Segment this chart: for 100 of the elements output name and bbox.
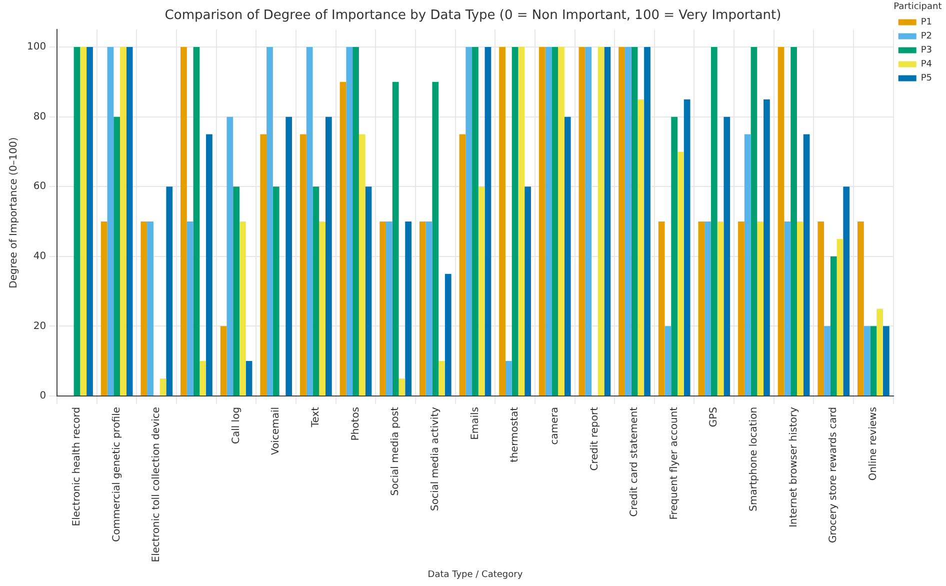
- bar: [858, 222, 864, 396]
- bar: [100, 222, 108, 396]
- bar: [160, 378, 166, 396]
- bar: [818, 222, 824, 396]
- bar: [365, 186, 372, 396]
- legend-title: Participant: [894, 2, 942, 12]
- bar: [671, 116, 678, 396]
- bar: [319, 222, 326, 396]
- bar: [472, 47, 478, 396]
- bar: [272, 186, 280, 396]
- bar: [710, 47, 718, 396]
- bar: [598, 47, 604, 396]
- bar: [552, 47, 558, 396]
- bar: [664, 326, 672, 396]
- bar: [843, 186, 850, 396]
- bar: [306, 47, 313, 396]
- bar: [558, 47, 564, 396]
- x-tick-label: Social media activity: [430, 406, 441, 511]
- bar: [114, 116, 120, 396]
- bar: [658, 222, 665, 396]
- bar: [166, 186, 173, 396]
- bar: [380, 222, 386, 396]
- bar: [193, 47, 200, 396]
- bar: [419, 222, 426, 396]
- x-tick-label: Call log: [230, 406, 242, 444]
- legend-label: P5: [920, 74, 932, 84]
- legend-label: P2: [920, 32, 932, 42]
- bar: [126, 47, 133, 396]
- bar: [352, 47, 359, 396]
- bar: [226, 116, 234, 396]
- bar: [512, 47, 518, 396]
- bar: [638, 99, 644, 396]
- bar: [398, 378, 406, 396]
- chart-title: Comparison of Degree of Importance by Data Type (0 = Non Important, 100 = Very Important): [164, 8, 782, 24]
- bar: [870, 326, 877, 396]
- bar: [538, 47, 546, 396]
- x-tick-label: Frequent flyer account: [668, 406, 680, 520]
- bar: [466, 47, 472, 396]
- bar: [604, 47, 611, 396]
- bar: [724, 116, 730, 396]
- bar: [80, 47, 87, 396]
- bar: [233, 186, 240, 396]
- bar: [206, 134, 212, 396]
- bar: [459, 134, 466, 396]
- y-axis-title: Degree of Importance (0–100): [8, 137, 20, 288]
- legend-label: P3: [920, 46, 932, 56]
- bar: [340, 82, 346, 396]
- bar: [790, 47, 797, 396]
- bar: [300, 134, 306, 396]
- bar: [140, 222, 148, 396]
- bar: [882, 326, 890, 396]
- y-tick-label: 80: [33, 111, 46, 122]
- bar: [717, 222, 724, 396]
- legend-label: P1: [920, 18, 932, 28]
- x-tick-label: Electronic toll collection device: [151, 406, 162, 562]
- bar: [405, 222, 412, 396]
- x-tick-label: Social media post: [390, 406, 402, 496]
- bar: [744, 134, 751, 396]
- x-tick-label: thermostat: [510, 406, 521, 462]
- bar: [286, 116, 292, 396]
- bar: [186, 222, 194, 396]
- x-tick-label: Smartphone location: [748, 406, 760, 512]
- x-axis-title: Data Type / Category: [428, 570, 524, 580]
- bar: [644, 47, 650, 396]
- x-tick-label: camera: [549, 406, 560, 445]
- bar: [266, 47, 273, 396]
- bar: [618, 47, 625, 396]
- x-tick-label: Voicemail: [270, 406, 282, 455]
- x-tick-label: GPS: [708, 406, 720, 428]
- y-tick-label: 0: [40, 390, 46, 402]
- bar: [585, 47, 592, 396]
- x-tick-label: Credit card statement: [629, 406, 640, 517]
- bar: [499, 47, 506, 396]
- bar: [803, 134, 810, 396]
- bar: [757, 222, 764, 396]
- bar: [505, 361, 512, 396]
- bar: [684, 99, 690, 396]
- bar: [876, 308, 883, 396]
- x-tick-label: Electronic health record: [72, 406, 83, 526]
- bar: [426, 222, 432, 396]
- bar: [738, 222, 744, 396]
- bar: [824, 326, 830, 396]
- x-tick-label: Grocery store rewards card: [828, 406, 840, 543]
- bar: [478, 186, 485, 396]
- bar: [432, 82, 439, 396]
- bar: [107, 47, 114, 396]
- y-tick-label: 20: [33, 320, 46, 332]
- bar: [524, 186, 531, 396]
- bar: [484, 47, 492, 396]
- x-tick-label: Photos: [350, 406, 362, 441]
- y-tick-label: 60: [33, 181, 46, 192]
- bar: [564, 116, 571, 396]
- bar: [698, 222, 705, 396]
- bar: [864, 326, 870, 396]
- bar: [392, 82, 399, 396]
- x-tick-label: Internet browser history: [788, 406, 800, 528]
- bar: [764, 99, 770, 396]
- y-tick-label: 40: [33, 250, 46, 262]
- bar: [778, 47, 784, 396]
- bar: [444, 274, 452, 396]
